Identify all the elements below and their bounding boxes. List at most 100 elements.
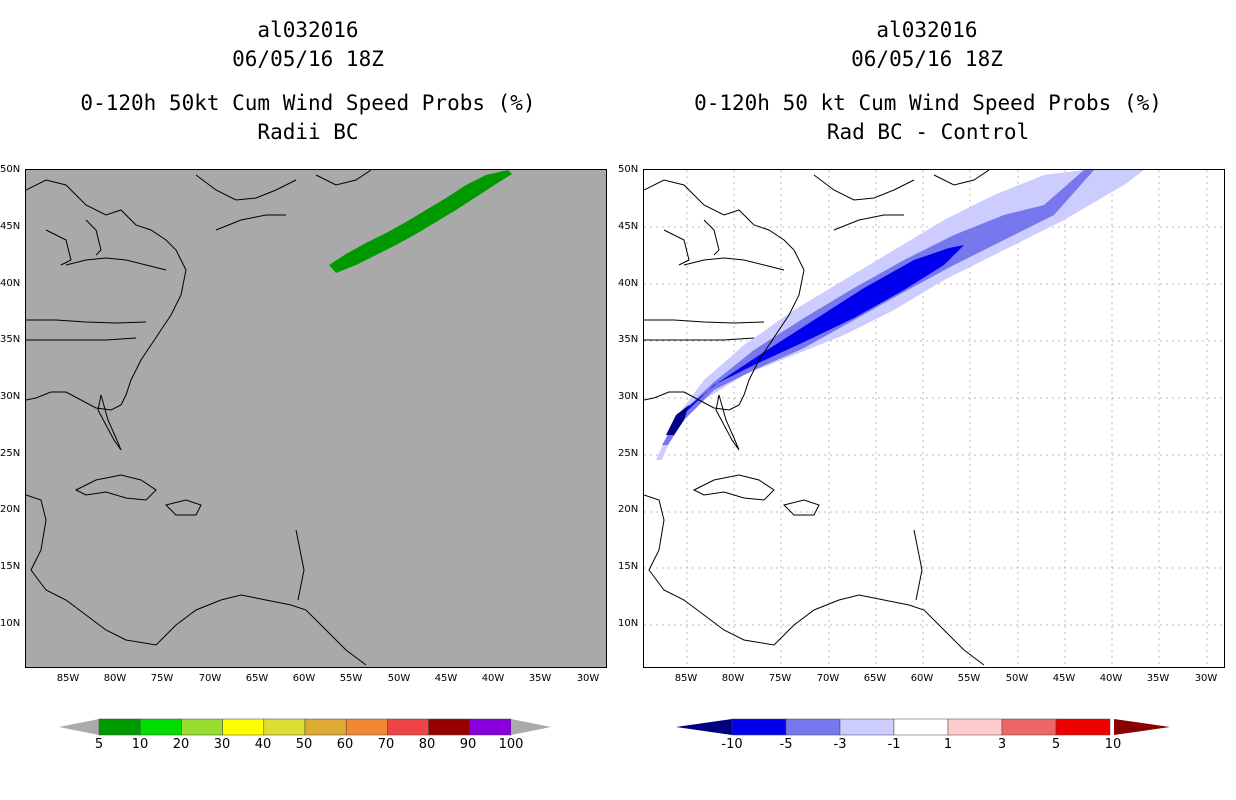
colorbar-cell	[1055, 718, 1111, 736]
lat-label: 20N	[0, 504, 21, 515]
right-swath-mid	[662, 170, 1094, 445]
left-subtitle: Radii BC	[257, 120, 359, 144]
lon-label: 60W	[292, 673, 316, 684]
lat-label: 25N	[618, 448, 639, 459]
colorbar-cell	[731, 718, 787, 736]
lon-label: 80W	[103, 673, 127, 684]
lon-label: 30W	[1194, 673, 1218, 684]
lat-label: 25N	[0, 448, 21, 459]
lon-label: 50W	[387, 673, 411, 684]
right-colorbar-high-arrow	[1114, 719, 1170, 735]
left-coastlines	[26, 170, 372, 666]
right-colorbar-low-arrow	[676, 719, 732, 735]
colorbar-cell	[304, 718, 347, 736]
right-swath-max	[666, 405, 689, 435]
colorbar-cell	[263, 718, 306, 736]
right-storm-id: al032016	[876, 18, 978, 42]
lon-label: 70W	[198, 673, 222, 684]
colorbar-label: 5	[94, 737, 104, 752]
lat-label: 10N	[618, 618, 639, 629]
right-map-svg	[644, 170, 1224, 667]
right-gridlines	[644, 170, 1224, 667]
lon-label: 55W	[957, 673, 981, 684]
colorbar-label: 50	[295, 737, 313, 752]
colorbar-cell	[947, 718, 1003, 736]
right-colorbar	[676, 718, 1170, 736]
colorbar-label: 90	[459, 737, 477, 752]
right-map-panel	[643, 169, 1225, 668]
left-map-panel	[25, 169, 607, 668]
lon-label: 35W	[1146, 673, 1170, 684]
colorbar-cell	[387, 718, 429, 736]
colorbar-cell	[222, 718, 265, 736]
lat-label: 35N	[0, 334, 21, 345]
colorbar-label: 80	[418, 737, 436, 752]
right-subtitle: Rad BC - Control	[826, 120, 1030, 144]
lat-label: 50N	[0, 164, 21, 175]
colorbar-cell	[98, 718, 141, 736]
left-storm-id: al032016	[257, 18, 359, 42]
colorbar-cell	[893, 718, 949, 736]
right-swath-strong	[666, 245, 964, 435]
lat-label: 45N	[618, 221, 639, 232]
colorbar-label: -10	[721, 737, 743, 752]
colorbar-label: 3	[997, 737, 1007, 752]
colorbar-cell	[469, 718, 512, 736]
colorbar-label: 40	[254, 737, 272, 752]
lon-label: 85W	[56, 673, 80, 684]
left-colorbar	[59, 718, 551, 736]
lat-label: 15N	[0, 561, 21, 572]
colorbar-cell	[839, 718, 895, 736]
colorbar-label: -3	[833, 737, 847, 752]
colorbar-cell	[139, 718, 182, 736]
colorbar-label: 100	[498, 737, 524, 752]
left-colorbar-high-arrow	[511, 719, 551, 735]
right-coastlines	[644, 170, 990, 666]
colorbar-cell	[345, 718, 388, 736]
lat-label: 15N	[618, 561, 639, 572]
lat-label: 20N	[618, 504, 639, 515]
colorbar-label: 10	[1104, 737, 1122, 752]
colorbar-label: 1	[943, 737, 953, 752]
lat-label: 10N	[0, 618, 21, 629]
lon-label: 65W	[863, 673, 887, 684]
right-product-title: 0-120h 50 kt Cum Wind Speed Probs (%)	[694, 91, 1162, 115]
lon-label: 45W	[434, 673, 458, 684]
colorbar-cell	[181, 718, 223, 736]
lat-label: 50N	[618, 164, 639, 175]
lon-label: 35W	[528, 673, 552, 684]
colorbar-label: 10	[131, 737, 149, 752]
lat-label: 30N	[0, 391, 21, 402]
lon-label: 45W	[1052, 673, 1076, 684]
left-probability-swath	[329, 170, 512, 273]
lon-label: 80W	[721, 673, 745, 684]
colorbar-label: -1	[887, 737, 901, 752]
colorbar-cell	[428, 718, 471, 736]
colorbar-label: -5	[779, 737, 793, 752]
right-datetime: 06/05/16 18Z	[851, 47, 1003, 71]
colorbar-label: 60	[336, 737, 354, 752]
left-product-title: 0-120h 50kt Cum Wind Speed Probs (%)	[80, 91, 536, 115]
left-map-svg	[26, 170, 512, 666]
lat-label: 40N	[618, 278, 639, 289]
lon-label: 60W	[910, 673, 934, 684]
lat-label: 45N	[0, 221, 21, 232]
colorbar-label: 20	[172, 737, 190, 752]
colorbar-cell	[1001, 718, 1057, 736]
colorbar-label: 70	[377, 737, 395, 752]
colorbar-label: 30	[213, 737, 231, 752]
left-datetime: 06/05/16 18Z	[232, 47, 384, 71]
left-colorbar-low-arrow	[59, 719, 99, 735]
lon-label: 40W	[481, 673, 505, 684]
lat-label: 40N	[0, 278, 21, 289]
right-swath-light	[656, 170, 1144, 460]
colorbar-cell	[785, 718, 841, 736]
colorbar-label: 5	[1051, 737, 1061, 752]
lon-label: 30W	[576, 673, 600, 684]
lon-label: 75W	[150, 673, 174, 684]
lon-label: 40W	[1099, 673, 1123, 684]
lon-label: 70W	[816, 673, 840, 684]
lon-label: 65W	[245, 673, 269, 684]
lat-label: 35N	[618, 334, 639, 345]
lon-label: 85W	[674, 673, 698, 684]
